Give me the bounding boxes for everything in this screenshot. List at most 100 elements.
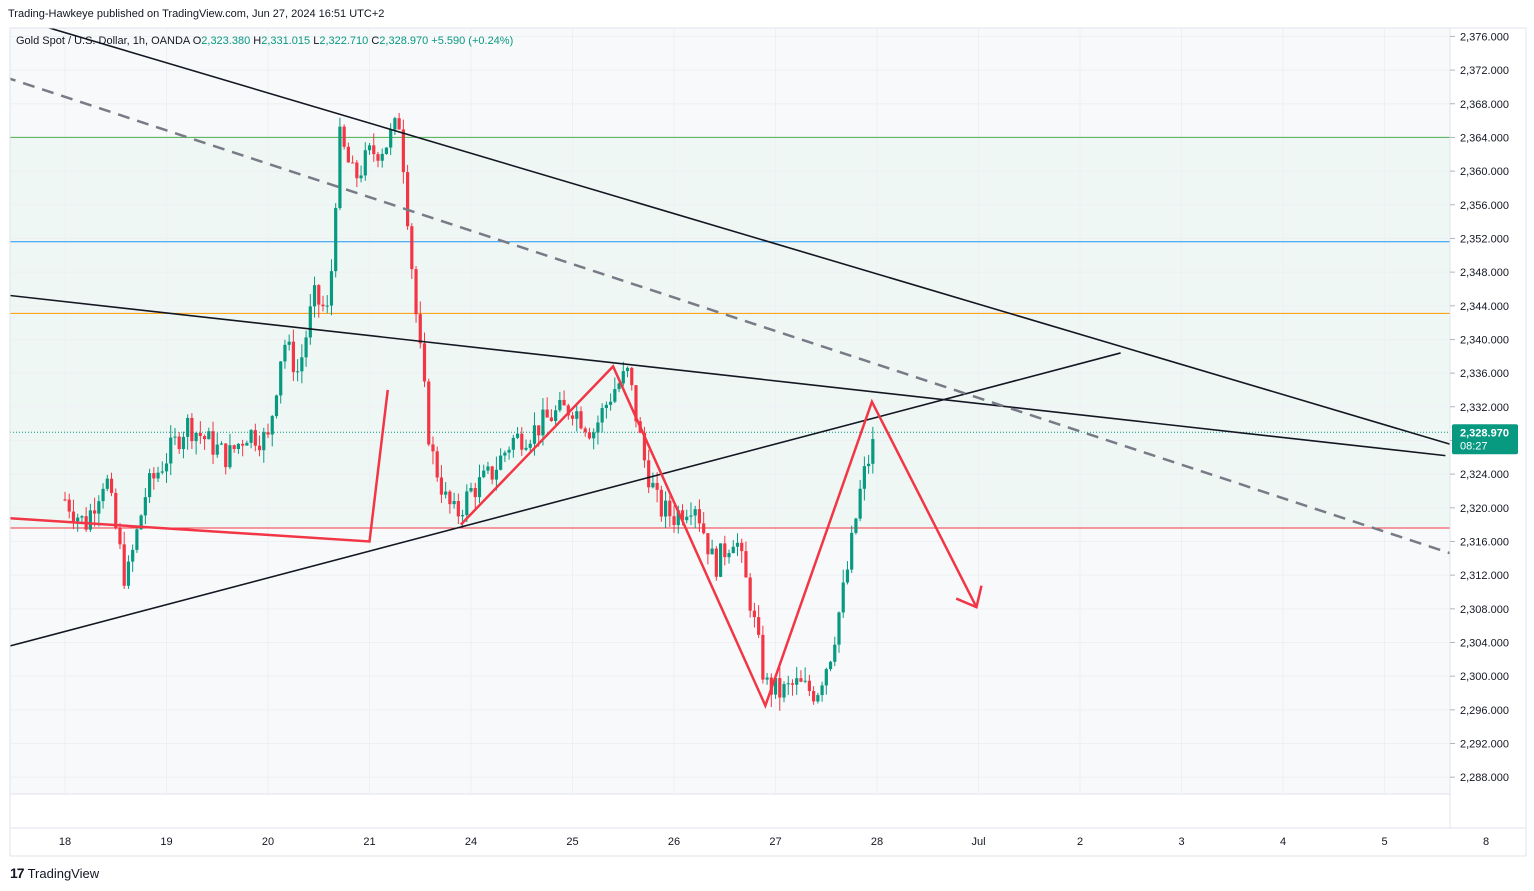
candle-body xyxy=(672,516,676,526)
support-resistance-zone xyxy=(10,137,1450,529)
candle-body xyxy=(799,678,803,682)
y-tick-label: 2,352.000 xyxy=(1460,233,1509,245)
y-tick-label: 2,336.000 xyxy=(1460,368,1509,380)
candle-body xyxy=(685,516,689,521)
candle-body xyxy=(418,314,422,344)
change-value: +5.590 (+0.24%) xyxy=(431,35,514,47)
candle-body xyxy=(651,482,655,488)
candle-body xyxy=(469,487,473,492)
candle-body xyxy=(507,449,511,453)
candle-body xyxy=(422,343,427,382)
high-label: H xyxy=(253,35,262,47)
candle-body xyxy=(262,432,266,451)
close-label: C xyxy=(371,35,380,47)
candle-body xyxy=(287,341,291,345)
candle-body xyxy=(93,510,97,514)
chart-outline xyxy=(9,27,1527,857)
candle-body xyxy=(680,510,685,521)
candle-body xyxy=(126,561,131,586)
candle-body xyxy=(583,428,587,433)
candle-body xyxy=(706,533,710,555)
candle-body xyxy=(566,405,570,416)
candle-body xyxy=(321,304,325,307)
candle-body xyxy=(152,473,156,479)
candle-body xyxy=(761,634,765,680)
y-tick-label: 2,340.000 xyxy=(1460,334,1509,346)
candle-body xyxy=(773,678,778,695)
candle-body xyxy=(236,443,241,450)
low-value: 2,322.710 xyxy=(319,35,369,47)
y-tick-label: 2,368.000 xyxy=(1460,99,1509,111)
candle-body xyxy=(604,404,608,409)
candle-body xyxy=(748,577,752,611)
candle-body xyxy=(88,510,92,530)
projection-zigzag xyxy=(459,364,978,709)
candle-body xyxy=(824,669,828,686)
candle-body xyxy=(757,617,761,635)
candle-body xyxy=(562,399,566,406)
y-tick-label: 2,308.000 xyxy=(1460,604,1509,616)
candle-body xyxy=(224,443,228,468)
candle-body xyxy=(312,285,317,307)
trendline xyxy=(10,352,1121,647)
y-tick-label: 2,376.000 xyxy=(1460,31,1509,43)
candle-body xyxy=(317,285,321,305)
candle-body xyxy=(617,383,621,390)
candle-body xyxy=(710,548,714,555)
candle-body xyxy=(211,431,215,455)
candle-body xyxy=(266,432,270,435)
candle-body xyxy=(164,463,169,472)
candle-body xyxy=(397,118,401,130)
open-label: O xyxy=(192,35,202,47)
candle-body xyxy=(194,432,198,442)
candle-body xyxy=(380,153,384,161)
tradingview-mark-icon: 17 xyxy=(10,865,25,881)
candle-body xyxy=(541,409,545,436)
candle-body xyxy=(228,445,232,468)
candle-body xyxy=(862,466,866,489)
tradingview-brand: TradingView xyxy=(27,865,100,881)
x-tick-label: 3 xyxy=(1178,836,1184,848)
candle-body xyxy=(499,455,503,470)
x-tick-label: 8 xyxy=(1483,836,1489,848)
candle-body xyxy=(765,677,769,680)
candle-body xyxy=(490,466,494,480)
projection-arrowhead xyxy=(955,585,983,609)
candle-body xyxy=(359,175,363,179)
candle-body xyxy=(697,509,702,524)
projection-path-drop xyxy=(10,389,390,543)
candle-body xyxy=(520,433,524,450)
candle-body xyxy=(279,361,283,396)
candle-body xyxy=(351,162,355,164)
candle-body xyxy=(291,341,295,373)
candle-body xyxy=(812,691,816,702)
candle-body xyxy=(465,491,469,516)
candle-body xyxy=(338,126,342,209)
candle-body xyxy=(828,661,833,670)
candle-body xyxy=(833,644,837,662)
candle-body xyxy=(494,469,499,480)
candle-body xyxy=(131,549,135,562)
candle-body xyxy=(592,432,596,439)
x-tick-label: 2 xyxy=(1077,836,1083,848)
candle-body xyxy=(363,150,367,176)
candle-body xyxy=(735,542,740,547)
x-tick-label: 26 xyxy=(668,836,680,848)
candle-body xyxy=(207,431,211,440)
trendline xyxy=(10,294,1446,457)
candle-body xyxy=(790,683,795,685)
y-tick-label: 2,344.000 xyxy=(1460,301,1509,313)
candle-body xyxy=(253,430,257,446)
candle-body xyxy=(376,154,380,161)
candle-body xyxy=(118,527,122,545)
candle-body xyxy=(795,678,799,685)
x-tick-label: 25 xyxy=(566,836,578,848)
candle-body xyxy=(101,488,105,502)
candle-body xyxy=(554,410,558,422)
candle-body xyxy=(257,445,262,451)
candle-body xyxy=(778,678,782,698)
candle-body xyxy=(147,473,152,498)
tradingview-logo[interactable]: 17 TradingView xyxy=(10,865,99,881)
candle-body xyxy=(600,408,604,423)
